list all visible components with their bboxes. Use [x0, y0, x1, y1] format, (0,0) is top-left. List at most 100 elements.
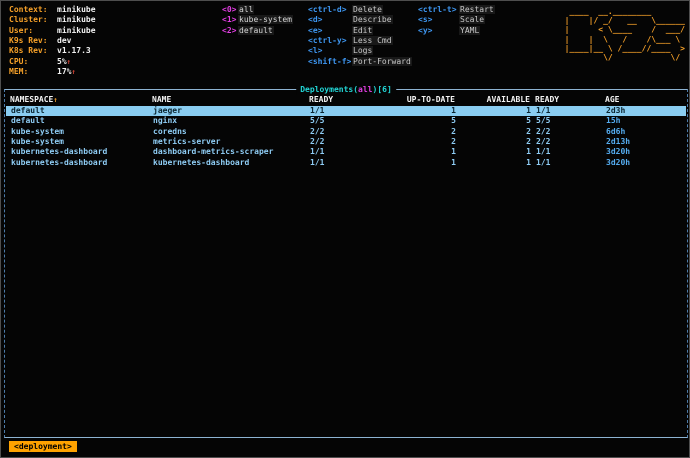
cell-age: 3d20h — [606, 158, 631, 167]
breadcrumb[interactable]: <deployment> — [9, 441, 77, 452]
k8s-rev-row: K8s Rev: v1.17.3 — [9, 46, 96, 56]
cluster-row: Cluster: minikube — [9, 15, 96, 25]
hotkey-shift-f: <shift-f> — [308, 56, 352, 66]
table-row-metrics-server[interactable]: kube-system metrics-server 2/2 2 2 2/2 2… — [6, 137, 686, 147]
cell-namespace: kube-system — [11, 127, 64, 136]
cell-up-to-date: 1 — [451, 106, 456, 115]
port-forward-label: Port-Forward — [352, 56, 412, 66]
mem-label: MEM: — [9, 67, 29, 77]
hotkey-2: <2> — [222, 25, 237, 35]
scale-label: Scale — [459, 15, 486, 25]
hotkey-s: <s> — [418, 15, 433, 25]
k9s-rev-label: K9s Rev: — [9, 36, 48, 46]
table-row-nginx[interactable]: default nginx 5/5 5 5 5/5 15h — [6, 116, 686, 126]
restart-label: Restart — [459, 5, 495, 14]
hotkey-scale[interactable]: <s> Scale — [418, 15, 495, 25]
hotkey-0-label: all — [238, 5, 255, 14]
cell-up-to-date: 1 — [451, 158, 456, 167]
namespace-hotkeys: <0> all <1> kube-system <2> default — [222, 5, 293, 36]
user-label: User: — [9, 25, 34, 35]
column-header-namespace[interactable]: NAMESPACE↑ — [10, 95, 58, 105]
k8s-rev-label: K8s Rev: — [9, 46, 48, 56]
hotkey-ctrl-t: <ctrl-t> — [418, 5, 457, 14]
hotkey-y: <y> — [418, 25, 433, 35]
action-hotkeys-col1: <ctrl-d> Delete <d> Describe <e> Edit <ctrl… — [308, 5, 412, 67]
hotkey-describe[interactable]: <d> Describe — [308, 15, 412, 25]
cell-ready2: 1/1 — [536, 147, 551, 156]
column-header-age[interactable]: AGE — [605, 95, 620, 104]
table-row-coredns[interactable]: kube-system coredns 2/2 2 2 2/2 6d6h — [6, 127, 686, 137]
cell-name: metrics-server — [153, 137, 221, 146]
table-row-jaeger[interactable]: default jaeger 1/1 1 1 1/1 2d3h — [6, 106, 686, 117]
user-row: User: minikube — [9, 26, 96, 36]
cell-ready: 1/1 — [310, 106, 325, 115]
hotkey-2-label: default — [238, 25, 274, 35]
table-title-scope: all — [358, 85, 373, 94]
k9s-rev-value: dev — [57, 36, 72, 46]
cell-name: dashboard-metrics-scraper — [153, 147, 274, 156]
cell-ready: 1/1 — [310, 158, 325, 167]
cell-ready: 2/2 — [310, 137, 325, 146]
cell-namespace: kube-system — [11, 137, 64, 146]
cell-ready2: 1/1 — [536, 158, 551, 167]
cpu-label: CPU: — [9, 56, 29, 66]
cell-available: 1 — [526, 158, 531, 167]
logs-label: Logs — [352, 46, 374, 56]
cell-age: 2d3h — [606, 106, 626, 115]
cpu-value: 5% — [57, 56, 67, 66]
deployments-table: Deployments(all)[6] NAMESPACE↑ NAME READ… — [4, 85, 688, 438]
cell-ready: 5/5 — [310, 116, 325, 125]
table-header-row: NAMESPACE↑ NAME READY UP-TO-DATE AVAILAB… — [5, 95, 687, 105]
table-row-dashboard-metrics-scraper[interactable]: kubernetes-dashboard dashboard-metrics-s… — [6, 147, 686, 157]
column-header-available[interactable]: AVAILABLE — [486, 95, 530, 104]
hotkey-ctrl-y: <ctrl-y> — [308, 36, 347, 46]
hotkey-namespace-all[interactable]: <0> all — [222, 5, 293, 15]
yaml-label: YAML — [459, 25, 481, 35]
context-row: Context: minikube — [9, 5, 96, 15]
cell-name: coredns — [153, 127, 187, 136]
cell-available: 2 — [526, 137, 531, 146]
cell-name: jaeger — [153, 106, 182, 115]
cell-ready2: 2/2 — [536, 127, 551, 136]
hotkey-restart[interactable]: <ctrl-t> Restart — [418, 5, 495, 15]
hotkey-logs[interactable]: <l> Logs — [308, 46, 412, 56]
hotkey-l: <l> — [308, 46, 323, 56]
action-hotkeys-col2: <ctrl-t> Restart <s> Scale <y> YAML — [418, 5, 495, 36]
hotkey-namespace-default[interactable]: <2> default — [222, 25, 293, 36]
column-header-ready2[interactable]: READY — [535, 95, 560, 104]
hotkey-delete[interactable]: <ctrl-d> Delete — [308, 5, 412, 15]
hotkey-port-forward[interactable]: <shift-f> Port-Forward — [308, 56, 412, 67]
cell-available: 2 — [526, 127, 531, 136]
cell-available: 1 — [526, 106, 531, 115]
hotkey-ctrl-d: <ctrl-d> — [308, 5, 347, 14]
hotkey-1: <1> — [222, 15, 237, 25]
describe-label: Describe — [352, 15, 393, 25]
hotkey-yaml[interactable]: <y> YAML — [418, 25, 495, 36]
edit-label: Edit — [352, 25, 374, 35]
cluster-label: Cluster: — [9, 15, 48, 25]
table-title-count: [6] — [377, 85, 392, 94]
user-value: minikube — [57, 25, 96, 35]
column-header-name[interactable]: NAME — [152, 95, 172, 104]
namespace-header-label: NAMESPACE — [10, 95, 54, 104]
cell-ready2: 5/5 — [536, 116, 551, 125]
less-cmd-label: Less Cmd — [352, 36, 393, 46]
context-value: minikube — [57, 5, 96, 14]
k9s-rev-row: K9s Rev: dev — [9, 36, 96, 46]
table-row-kubernetes-dashboard[interactable]: kubernetes-dashboard kubernetes-dashboar… — [6, 158, 686, 168]
hotkey-less-cmd[interactable]: <ctrl-y> Less Cmd — [308, 36, 412, 46]
hotkey-namespace-kube-system[interactable]: <1> kube-system — [222, 15, 293, 25]
cell-ready: 1/1 — [310, 147, 325, 156]
cell-age: 3d20h — [606, 147, 631, 156]
column-header-ready[interactable]: READY — [309, 95, 334, 104]
cluster-info-panel: Context: minikube Cluster: minikube User: m… — [9, 5, 96, 77]
hotkey-edit[interactable]: <e> Edit — [308, 25, 412, 36]
mem-row: MEM: 17%↑ — [9, 67, 96, 77]
cell-ready: 2/2 — [310, 127, 325, 136]
cell-up-to-date: 1 — [451, 147, 456, 156]
cell-available: 1 — [526, 147, 531, 156]
mem-up-arrow-icon: ↑ — [71, 68, 76, 77]
context-label: Context: — [9, 5, 48, 14]
column-header-up-to-date[interactable]: UP-TO-DATE — [406, 95, 455, 104]
